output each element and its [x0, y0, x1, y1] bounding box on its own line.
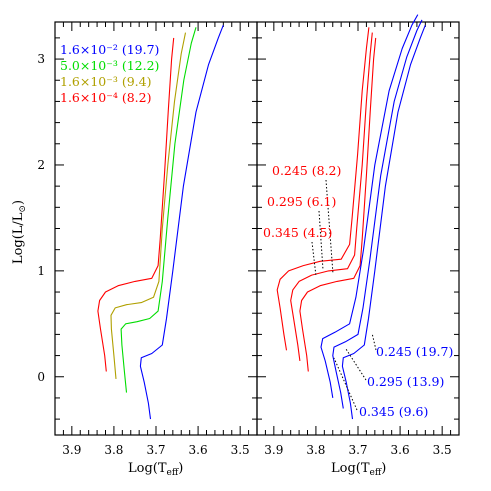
- leader-line: [345, 348, 367, 381]
- tick-labels: 3.9 3.8 3.7 3.6 3.5 0 1 2 3 3.9 3.8 3.7 3.6 3.5: [37, 52, 451, 457]
- y-tick-label: 1: [37, 264, 45, 278]
- x-tick-label: 3.9: [62, 443, 81, 457]
- series-line: [276, 27, 370, 351]
- x-tick-label: 3.6: [189, 443, 208, 457]
- legend-item: 1.6×10⁻³ (9.4): [60, 74, 151, 89]
- series-label-red-2: 0.295 (6.1): [267, 194, 336, 209]
- legend-item: 1.6×10⁻² (19.7): [60, 42, 159, 57]
- series-line: [97, 37, 175, 372]
- leader-line: [333, 357, 358, 411]
- series-layer: [97, 14, 426, 420]
- x-tick-label: 3.5: [433, 443, 452, 457]
- series-line: [341, 24, 426, 420]
- legend: 1.6×10⁻² (19.7) 5.0×10⁻³ (12.2) 1.6×10⁻³…: [60, 42, 159, 105]
- x-tick-label: 3.9: [264, 443, 283, 457]
- x-tick-label: 3.6: [391, 443, 410, 457]
- left-x-axis-title: Log(Teff): [128, 461, 183, 478]
- series-label-blue-3: 0.345 (9.6): [359, 404, 428, 419]
- series-line: [139, 24, 224, 420]
- series-label-red-3: 0.345 (4.5): [263, 225, 332, 240]
- series-line: [299, 37, 377, 372]
- x-tick-label: 3.8: [104, 443, 123, 457]
- x-tick-label: 3.7: [146, 443, 165, 457]
- series-line: [290, 32, 373, 361]
- y-tick-label: 2: [37, 158, 45, 172]
- legend-item: 1.6×10⁻⁴ (8.2): [60, 90, 151, 105]
- legend-item: 5.0×10⁻³ (12.2): [60, 58, 159, 73]
- x-tick-label: 3.5: [231, 443, 250, 457]
- leader-lines: [311, 179, 377, 411]
- series-label-blue-2: 0.295 (13.9): [367, 374, 444, 389]
- right-x-axis-title: Log(Teff): [331, 461, 386, 478]
- x-tick-label: 3.7: [348, 443, 367, 457]
- series-line: [320, 14, 419, 398]
- series-line: [332, 19, 423, 409]
- y-tick-label: 3: [37, 52, 45, 66]
- x-tick-label: 3.8: [306, 443, 325, 457]
- y-tick-label: 0: [37, 370, 45, 384]
- axis-ticks: [54, 22, 460, 435]
- y-axis-title: Log(L/L⊙): [11, 200, 28, 264]
- series-label-red-1: 0.245 (8.2): [272, 163, 341, 178]
- series-line: [120, 27, 197, 393]
- series-line: [110, 32, 187, 379]
- leader-line: [311, 241, 317, 277]
- leader-line: [371, 332, 377, 351]
- leader-line: [318, 210, 324, 271]
- series-label-blue-1: 0.245 (19.7): [376, 344, 453, 359]
